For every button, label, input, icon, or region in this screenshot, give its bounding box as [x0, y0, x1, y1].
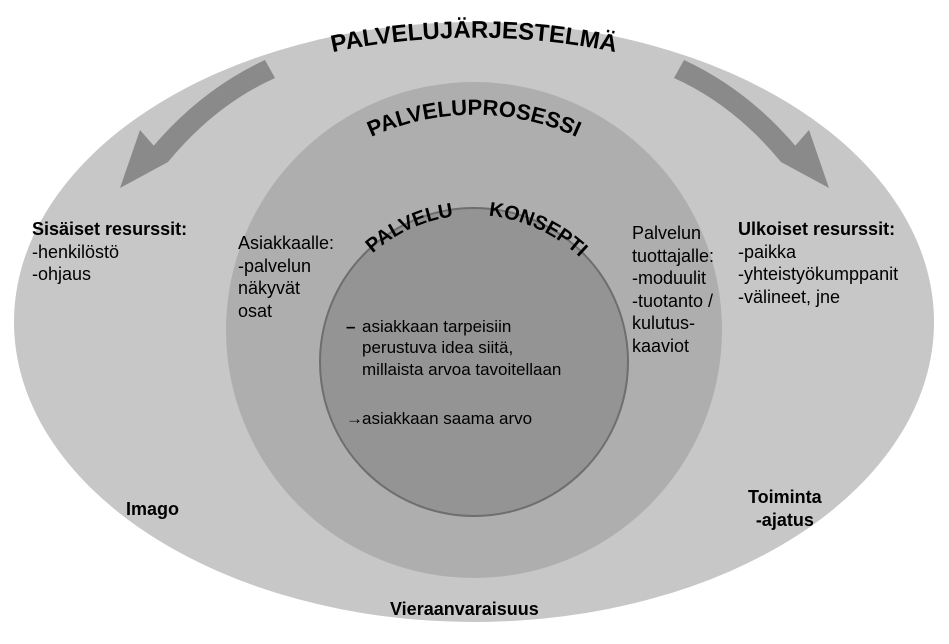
middle-left-l4: osat: [238, 300, 334, 323]
outer-left-line2: -ohjaus: [32, 263, 187, 286]
outer-left-heading: Sisäiset resurssit:: [32, 218, 187, 241]
diagram-stage: PALVELUJÄRJESTELMÄ PALVELUPROSESSI PALVE…: [0, 0, 949, 644]
middle-right-l1: Palvelun: [632, 222, 714, 245]
outer-right-line1: -paikka: [738, 241, 898, 264]
label-imago: Imago: [126, 498, 179, 521]
toiminta-l1: Toiminta: [748, 486, 822, 509]
middle-left-l2: -palvelun: [238, 255, 334, 278]
middle-right-l4: -tuotanto /: [632, 290, 714, 313]
toiminta-l2: -ajatus: [748, 509, 822, 532]
label-toiminta: Toiminta -ajatus: [748, 486, 822, 531]
middle-right-l6: kaaviot: [632, 335, 714, 358]
middle-left-block: Asiakkaalle: -palvelun näkyvät osat: [238, 232, 334, 322]
inner-bullet2: → asiakkaan saama arvo: [362, 408, 532, 429]
outer-right-heading: Ulkoiset resurssit:: [738, 218, 898, 241]
middle-right-l5: kulutus-: [632, 312, 714, 335]
middle-left-l3: näkyvät: [238, 277, 334, 300]
outer-right-block: Ulkoiset resurssit: -paikka -yhteistyöku…: [738, 218, 898, 308]
inner-b1-l2: perustuva idea siitä,: [362, 337, 561, 358]
inner-b1-l1: asiakkaan tarpeisiin: [362, 316, 561, 337]
outer-left-block: Sisäiset resurssit: -henkilöstö -ohjaus: [32, 218, 187, 286]
inner-b1-l3: millaista arvoa tavoitellaan: [362, 359, 561, 380]
middle-right-block: Palvelun tuottajalle: -moduulit -tuotant…: [632, 222, 714, 357]
outer-left-line1: -henkilöstö: [32, 241, 187, 264]
outer-right-line3: -välineet, jne: [738, 286, 898, 309]
middle-right-l2: tuottajalle:: [632, 245, 714, 268]
label-vieraanvaraisuus: Vieraanvaraisuus: [390, 598, 539, 621]
outer-right-line2: -yhteistyökumppanit: [738, 263, 898, 286]
inner-b2-text: asiakkaan saama arvo: [362, 408, 532, 429]
inner-bullet1: – asiakkaan tarpeisiin perustuva idea si…: [362, 316, 561, 380]
middle-left-l1: Asiakkaalle:: [238, 232, 334, 255]
middle-right-l3: -moduulit: [632, 267, 714, 290]
